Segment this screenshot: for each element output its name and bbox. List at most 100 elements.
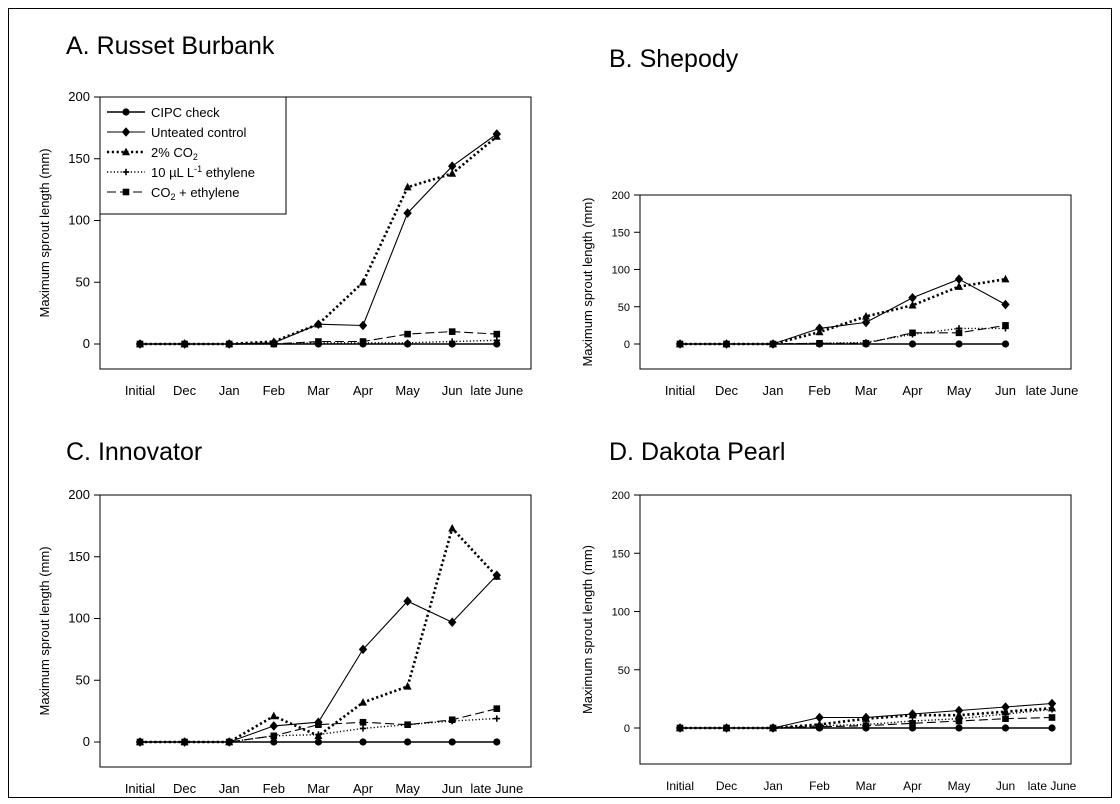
data-point xyxy=(908,340,917,348)
data-point xyxy=(359,338,367,345)
x-tick-label: Initial xyxy=(125,383,155,398)
data-point xyxy=(769,724,777,732)
x-tick-label: Mar xyxy=(307,383,330,398)
data-point xyxy=(1001,702,1010,712)
figure-frame: A. Russet Burbank 0 50 100 150 200 Maximum spr… xyxy=(8,8,1112,798)
data-point xyxy=(954,274,964,284)
data-point xyxy=(1001,299,1010,310)
data-point xyxy=(815,712,824,723)
data-point xyxy=(493,340,501,348)
data-point xyxy=(909,329,916,337)
chart-title: B. Shepody xyxy=(609,45,739,73)
legend-label: 2% CO2 xyxy=(151,145,198,162)
data-point xyxy=(225,738,233,746)
x-tick-label: Initial xyxy=(666,779,694,793)
x-tick-label: Jan xyxy=(763,779,782,793)
data-point xyxy=(493,715,500,722)
y-tick-label: 100 xyxy=(612,607,630,619)
data-point xyxy=(269,711,278,720)
x-tick-label: Feb xyxy=(263,781,285,796)
data-point xyxy=(136,340,144,348)
data-point xyxy=(676,340,684,348)
x-tick-label: late June xyxy=(1028,779,1077,793)
x-tick-label: Mar xyxy=(856,779,877,793)
data-point xyxy=(816,339,823,347)
data-point xyxy=(270,738,278,746)
x-tick-label: Apr xyxy=(353,781,374,796)
series-line xyxy=(680,327,1006,345)
chart-title: C. Innovator xyxy=(66,438,202,466)
data-point xyxy=(1002,715,1009,722)
data-point xyxy=(1048,724,1056,732)
data-point xyxy=(270,732,278,740)
x-tick-label: May xyxy=(395,781,420,796)
y-tick-label: 0 xyxy=(83,336,90,351)
x-tick-label: Feb xyxy=(808,383,830,398)
y-tick-label: 100 xyxy=(68,611,90,626)
data-point xyxy=(862,722,870,729)
series-3 xyxy=(676,274,1010,348)
legend-marker xyxy=(122,188,130,196)
legend-label: CIPC check xyxy=(151,105,220,120)
y-tick-label: 200 xyxy=(68,487,90,502)
data-point xyxy=(225,340,233,348)
x-tick-label: Initial xyxy=(665,383,695,398)
data-point xyxy=(769,340,777,348)
y-axis-label: Maximum sprout length (mm) xyxy=(580,545,595,714)
series-line xyxy=(140,525,498,744)
series-line xyxy=(140,708,497,743)
data-point xyxy=(403,682,412,690)
data-point xyxy=(449,338,456,345)
y-axis-label: Maximum sprout length (mm) xyxy=(37,546,52,715)
x-tick-label: May xyxy=(395,383,420,398)
data-point xyxy=(862,714,870,722)
series-5 xyxy=(676,714,1056,732)
data-point xyxy=(359,277,367,286)
x-tick-label: Mar xyxy=(307,781,330,796)
series-line xyxy=(140,574,498,743)
y-axis-label: Maximum sprout length (mm) xyxy=(580,197,595,366)
data-point xyxy=(403,182,412,191)
x-tick-label: late June xyxy=(1026,383,1079,398)
y-tick-label: 50 xyxy=(76,672,90,687)
chart-panel-4: D. Dakota Pearl 0 50 100 150 200 Maximum sprou… xyxy=(580,438,1077,793)
data-point xyxy=(493,738,501,746)
data-point xyxy=(493,705,501,712)
y-tick-label: 50 xyxy=(76,274,90,289)
x-tick-label: Dec xyxy=(173,383,197,398)
legend-label: Unteated control xyxy=(151,125,247,140)
x-tick-label: late June xyxy=(470,383,523,398)
figure-canvas: A. Russet Burbank 0 50 100 150 200 Maximum spr… xyxy=(37,32,1079,796)
y-tick-label: 50 xyxy=(618,665,630,677)
x-tick-label: Dec xyxy=(173,781,197,796)
series-line xyxy=(680,324,1006,345)
x-tick-label: Jun xyxy=(996,779,1015,793)
data-point xyxy=(181,738,188,746)
y-tick-label: 100 xyxy=(612,265,630,277)
data-point xyxy=(862,339,870,347)
x-tick-label: Jan xyxy=(219,781,240,796)
data-point xyxy=(315,338,322,345)
data-point xyxy=(404,738,412,746)
data-point xyxy=(909,720,916,727)
x-tick-label: Jan xyxy=(219,383,240,398)
chart-title: A. Russet Burbank xyxy=(66,32,275,60)
legend-box xyxy=(99,96,287,215)
x-tick-label: Dec xyxy=(715,383,739,398)
data-point xyxy=(1048,714,1056,721)
data-point xyxy=(448,617,457,628)
chart-panel-1: A. Russet Burbank 0 50 100 150 200 Maximum spr… xyxy=(37,32,532,398)
data-point xyxy=(359,698,367,706)
data-point xyxy=(955,717,963,725)
y-tick-label: 200 xyxy=(612,190,630,202)
data-point xyxy=(358,320,368,331)
data-point xyxy=(1001,340,1010,348)
x-tick-label: late June xyxy=(470,781,523,796)
data-point xyxy=(862,312,870,320)
data-point xyxy=(448,716,456,724)
y-tick-label: 0 xyxy=(624,339,630,351)
legend-label: 10 µL L-1 ethylene xyxy=(151,164,255,180)
data-point xyxy=(861,317,871,328)
data-point xyxy=(954,705,964,716)
legend-label: CO2 + ethylene xyxy=(151,185,239,202)
